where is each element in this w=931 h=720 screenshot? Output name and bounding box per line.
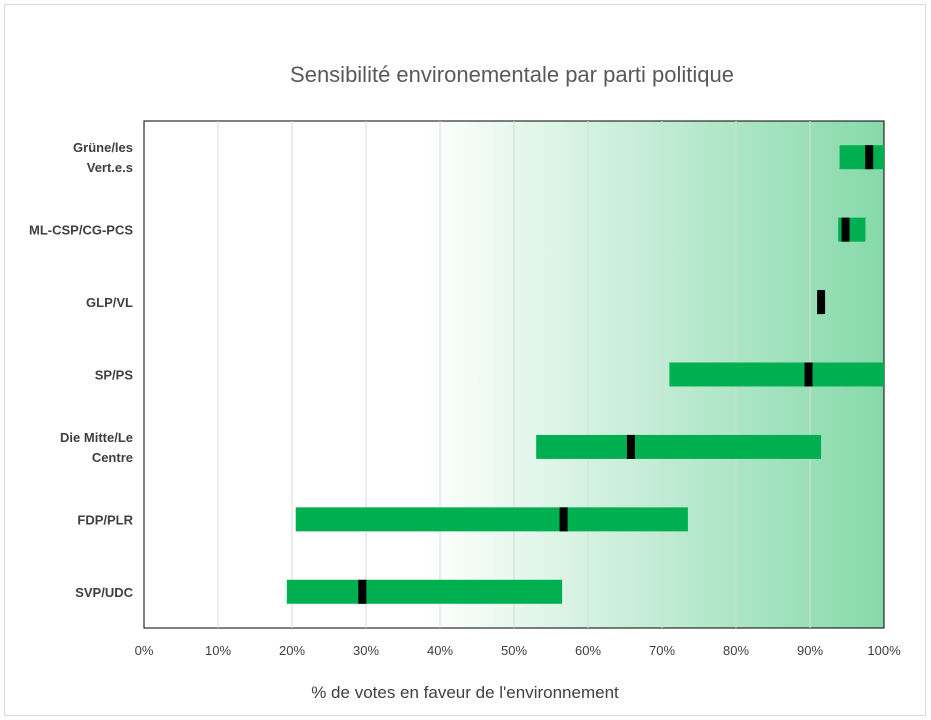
x-tick-label: 80% — [723, 643, 749, 658]
x-tick-label: 10% — [205, 643, 231, 658]
x-tick-label: 0% — [135, 643, 154, 658]
category-label: ML-CSP/CG-PCS — [29, 223, 133, 238]
x-axis-title: % de votes en faveur de l'environnement — [311, 683, 619, 702]
median-marker — [626, 434, 635, 459]
category-label: Die Mitte/Le Centre — [60, 430, 133, 465]
x-tick-label: 70% — [649, 643, 675, 658]
category-label: SP/PS — [95, 368, 134, 383]
median-marker — [358, 579, 367, 604]
category-label: GLP/VL — [86, 295, 133, 310]
gridlines — [217, 121, 811, 628]
x-tick-label: 30% — [353, 643, 379, 658]
median-marker — [817, 290, 826, 315]
category-label: Grüne/les Vert.e.s — [73, 140, 133, 175]
median-marker — [559, 507, 568, 532]
x-tick-labels: 0% 10% 20% 30% 40% 50% 60% 70% 80% 90% 100% — [135, 643, 901, 658]
median-marker — [841, 217, 850, 242]
median-marker — [865, 145, 874, 170]
range-bar — [839, 145, 884, 170]
x-tick-label: 100% — [867, 643, 901, 658]
x-tick-label: 40% — [427, 643, 453, 658]
x-tick-label: 60% — [575, 643, 601, 658]
x-tick-label: 50% — [501, 643, 527, 658]
x-tick-label: 90% — [797, 643, 823, 658]
range-bar — [286, 579, 563, 604]
category-labels: Grüne/les Vert.e.s ML-CSP/CG-PCS GLP/VL SP/P… — [29, 140, 134, 600]
median-marker — [804, 362, 813, 387]
bars — [286, 145, 884, 604]
x-tick-label: 20% — [279, 643, 305, 658]
category-label: SVP/UDC — [75, 585, 133, 600]
range-bar — [295, 507, 688, 532]
category-label: FDP/PLR — [77, 512, 133, 527]
range-bar — [669, 362, 884, 387]
chart-title: Sensibilité environementale par parti po… — [290, 62, 734, 87]
range-bar — [536, 434, 822, 459]
